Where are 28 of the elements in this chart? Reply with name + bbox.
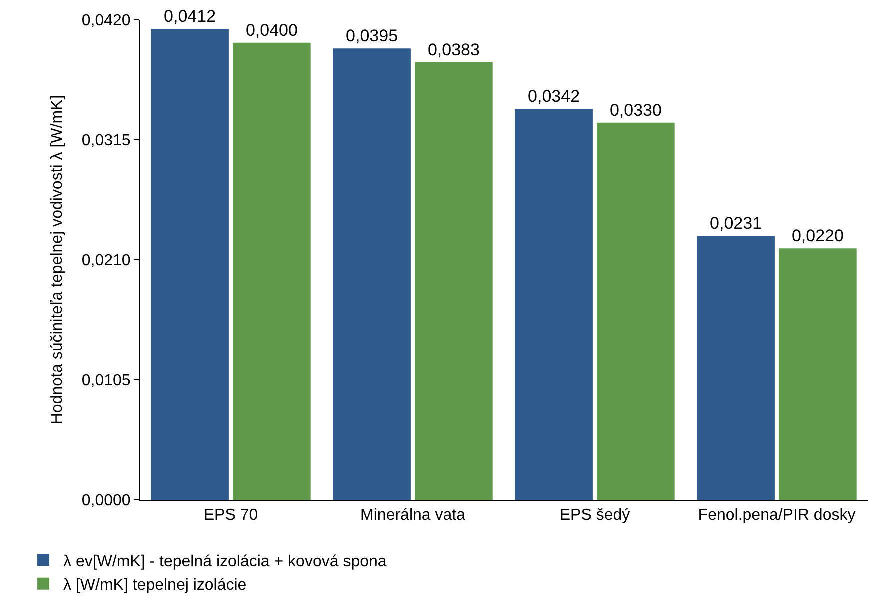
- y-axis-title: Hodnota súčiniteľa tepelnej vodivosti λ [W/mK]: [48, 95, 66, 425]
- data-label: 0,0231: [710, 214, 762, 233]
- bar: [779, 248, 857, 500]
- bar: [597, 122, 675, 500]
- legend-label: λ ev[W/mK] - tepelná izolácia + kovová spona: [64, 553, 387, 570]
- legend-label: λ [W/mK] tepelnej izolácie: [64, 577, 247, 594]
- y-tick-label: 0,0210: [82, 252, 131, 270]
- data-label: 0,0220: [792, 226, 844, 246]
- bar: [233, 42, 311, 500]
- x-tick-label: EPS 70: [204, 507, 258, 524]
- data-label: 0,0412: [164, 7, 216, 26]
- y-tick-label: 0,0420: [82, 12, 131, 30]
- x-tick-label: Fenol.pena/PIR dosky: [698, 507, 856, 524]
- bar: [697, 236, 775, 500]
- y-tick-label: 0,0315: [82, 132, 131, 150]
- data-label: 0,0395: [346, 26, 398, 46]
- data-label: 0,0383: [428, 40, 480, 60]
- bar: [333, 48, 411, 500]
- bar: [415, 62, 493, 500]
- y-tick-label: 0,0105: [82, 372, 131, 390]
- data-label: 0,0342: [528, 87, 580, 106]
- bar: [515, 109, 593, 500]
- x-tick-label: Minerálna vata: [360, 507, 466, 524]
- data-label: 0,0330: [610, 100, 662, 120]
- bar: [151, 29, 229, 500]
- y-tick-label: 0,0000: [82, 492, 131, 510]
- data-label: 0,0400: [246, 20, 298, 40]
- x-tick-label: EPS šedý: [560, 507, 630, 524]
